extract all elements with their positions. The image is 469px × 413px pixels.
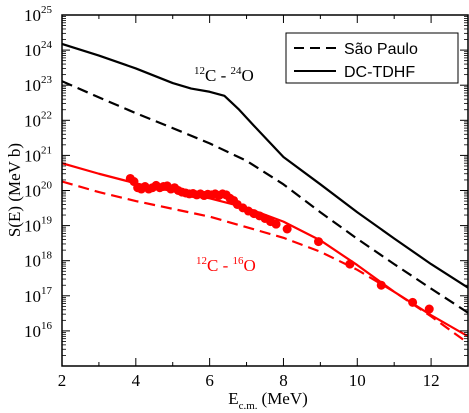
x-axis-title-unit: (MeV) — [262, 389, 308, 408]
x-tick-label-4: 4 — [132, 371, 141, 390]
data-point-12c-16o-experiment-41 — [408, 297, 418, 307]
y-tick-label-1e25: 1025 — [24, 4, 53, 25]
x-tick-label-8: 8 — [279, 371, 288, 390]
series-line-12c-24o-dc-tdhf — [62, 42, 468, 289]
data-point-12c-16o-experiment-37 — [282, 224, 292, 234]
series-layer — [62, 42, 468, 344]
annotation-12c-24o-elem2: O — [242, 66, 254, 85]
x-axis-title-subscript: c.m. — [239, 400, 258, 412]
legend: São Paulo DC-TDHF — [285, 32, 459, 84]
annotation-12c-16o-elem2: O — [244, 256, 256, 275]
y-tick-label-base: 10 — [24, 111, 41, 130]
y-tick-label-exponent: 17 — [41, 285, 53, 297]
legend-box — [285, 32, 459, 84]
annotation-12c-16o-mass2: 16 — [233, 255, 245, 267]
annotation-12c-24o-elem1: C — [205, 66, 216, 85]
y-tick-label-base: 10 — [24, 6, 41, 25]
annotation-12c-24o-mass1: 12 — [194, 65, 205, 77]
x-axis-title-symbol: E — [228, 389, 238, 408]
annotation-12c-24o-sep: - — [216, 66, 230, 85]
y-tick-label-base: 10 — [24, 146, 41, 165]
x-tick-label-12: 12 — [423, 371, 440, 390]
x-tick-label-2: 2 — [58, 371, 67, 390]
annotation-12c-16o-elem1: C — [207, 256, 218, 275]
annotation-12c-16o-sep: - — [218, 256, 232, 275]
x-tick-label-6: 6 — [205, 371, 214, 390]
legend-label-dc-tdhf: DC-TDHF — [344, 64, 415, 81]
y-tick-label-1e23: 1023 — [24, 74, 53, 95]
y-tick-label-exponent: 21 — [41, 144, 52, 156]
data-point-12c-16o-experiment-42 — [424, 304, 434, 314]
y-tick-label-base: 10 — [24, 217, 41, 236]
annotation-12c-24o-mass2: 24 — [231, 65, 243, 77]
y-tick-label-exponent: 25 — [41, 4, 53, 16]
annotation-12c-24o: 12C - 24O — [194, 65, 254, 85]
axes-layer: 2 4 6 8 10 1210161017101810191020102110221023… — [24, 4, 469, 390]
y-tick-label-1e18: 1018 — [24, 250, 53, 271]
y-axis-title: S(E) (MeV b) — [5, 143, 24, 237]
y-tick-label-1e24: 1024 — [24, 39, 53, 60]
y-tick-label-base: 10 — [24, 322, 41, 341]
x-axis-title: Ec.m. (MeV) — [228, 389, 308, 412]
data-point-12c-16o-experiment-40 — [376, 280, 386, 290]
y-tick-label-exponent: 19 — [41, 215, 53, 227]
y-tick-label-1e17: 1017 — [24, 285, 53, 306]
y-tick-label-exponent: 22 — [41, 109, 52, 121]
y-tick-label-1e16: 1016 — [24, 320, 53, 341]
y-tick-label-1e19: 1019 — [24, 215, 53, 236]
x-tick-label-10: 10 — [349, 371, 366, 390]
series-line-12c-16o-s-o-paulo — [62, 180, 468, 344]
y-tick-label-exponent: 16 — [41, 320, 53, 332]
data-point-12c-16o-experiment-36 — [271, 219, 281, 229]
y-tick-label-base: 10 — [24, 252, 41, 271]
annotation-12c-16o: 12C - 16O — [196, 255, 256, 275]
data-point-12c-16o-experiment-38 — [314, 237, 324, 247]
series-line-12c-24o-s-o-paulo — [62, 80, 468, 314]
y-tick-label-1e20: 1020 — [24, 180, 53, 201]
y-tick-label-base: 10 — [24, 76, 41, 95]
y-tick-label-base: 10 — [24, 287, 41, 306]
y-tick-label-1e21: 1021 — [24, 144, 52, 165]
legend-label-sao-paulo: São Paulo — [344, 41, 418, 58]
annotation-12c-16o-mass1: 12 — [196, 255, 207, 267]
data-point-12c-16o-experiment-39 — [345, 259, 355, 269]
y-tick-label-exponent: 18 — [41, 250, 53, 262]
y-tick-label-exponent: 24 — [41, 39, 53, 51]
y-tick-label-base: 10 — [24, 182, 41, 201]
y-tick-label-exponent: 23 — [41, 74, 53, 86]
y-tick-label-exponent: 20 — [41, 180, 53, 192]
y-tick-label-base: 10 — [24, 41, 41, 60]
y-tick-label-1e22: 1022 — [24, 109, 52, 130]
